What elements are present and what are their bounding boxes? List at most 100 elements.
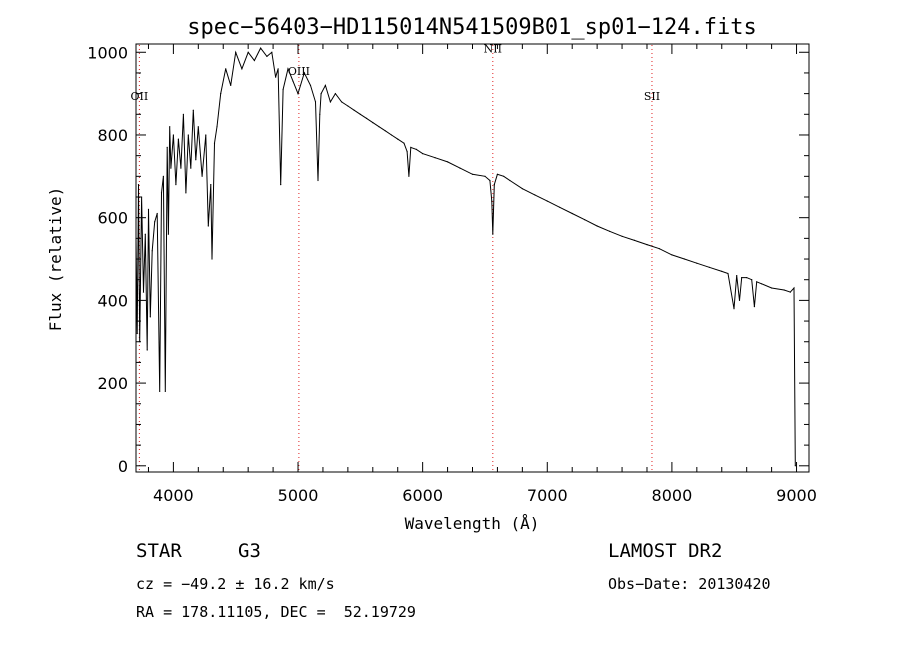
spectrum-point [141, 196, 143, 198]
spectrum-point [297, 93, 299, 95]
spectrum-point [271, 51, 273, 53]
spectrum-point [287, 68, 289, 70]
chart-title: spec−56403−HD115014N541509B01_sp01−124.f… [187, 15, 757, 40]
spectrum-point [696, 262, 698, 264]
y-tick-label: 200 [97, 374, 128, 393]
redshift-cz: cz = −49.2 ± 16.2 km/s [136, 575, 335, 593]
spectrum-point [793, 287, 795, 289]
spectrum-point [275, 76, 277, 78]
spectrum-point [247, 51, 249, 53]
spectrum-point [211, 258, 213, 260]
spectrum-point [210, 184, 212, 186]
spectrum-point [147, 208, 150, 210]
spectrum-point [146, 349, 148, 351]
spectrum-point [621, 235, 623, 237]
spectrum-point [303, 72, 305, 74]
spectrum-point [783, 289, 785, 291]
spectrum-point [761, 283, 763, 285]
emission-line-label: SII [644, 90, 660, 103]
plot-frame [135, 43, 810, 473]
spectrum-point [144, 233, 146, 235]
spectrum-point [329, 101, 331, 103]
spectrum-point [170, 167, 172, 169]
spectrum-point [190, 167, 192, 169]
spectrum-point [136, 332, 138, 335]
spectrum-point [459, 167, 461, 169]
spectrum-point [378, 126, 380, 128]
spectrum-point [503, 175, 505, 177]
y-tick-label: 400 [97, 291, 128, 310]
emission-line-label: OIII [288, 65, 310, 78]
spectrum-point [372, 122, 374, 124]
spectrum-point [646, 244, 648, 246]
ra-dec-coordinates: RA = 178.11105, DEC = 52.19729 [136, 603, 416, 621]
spectrum-point [207, 225, 209, 227]
spectrum-point [149, 316, 151, 318]
spectrum-point [317, 179, 319, 182]
y-axis-label: Flux (relative) [46, 187, 65, 332]
spectrum-point [756, 281, 758, 283]
spectrum-point [403, 142, 405, 144]
spectrum-point [241, 68, 243, 70]
spectrum-point [160, 192, 163, 194]
spectrum-point [347, 105, 349, 107]
spectrum-point [727, 272, 729, 275]
spectrum-point [746, 277, 748, 279]
spectrum-point [771, 287, 773, 289]
object-subclass: G3 [238, 540, 261, 562]
survey-name: LAMOST DR2 [608, 540, 723, 562]
axis-ticks: 4000 5000 6000 7000 8000 9000 0 200 400 600 800 100… [87, 43, 817, 505]
spectrum-point [789, 291, 791, 293]
spectrum-point [751, 279, 753, 281]
spectrum-point [341, 101, 343, 103]
spectrum-point [159, 390, 161, 392]
spectrum-point [266, 55, 268, 58]
spectrum-point [220, 93, 222, 95]
spectrum-point [683, 258, 686, 260]
spectrum-point [135, 237, 137, 239]
spectrum-point [195, 159, 197, 161]
spectrum-point [484, 175, 486, 177]
spectrum-point [546, 200, 548, 202]
spectrum-point [139, 341, 141, 343]
x-tick-label: 4000 [153, 486, 194, 505]
y-tick-label: 800 [97, 126, 128, 145]
spectrum-point [493, 184, 495, 186]
spectrum-point [471, 173, 474, 175]
spectrum-point [192, 109, 194, 111]
spectrum-point [314, 101, 317, 103]
y-tick-label: 600 [97, 209, 128, 228]
spectrum-point [489, 179, 491, 182]
spectrum-point [633, 239, 636, 241]
spectrum-point [277, 68, 279, 70]
emission-line-label: NII [484, 42, 502, 55]
spectrum-point [559, 206, 561, 208]
spectrum-point [708, 266, 710, 268]
spectrum-point [571, 212, 573, 215]
observation-date: Obs−Date: 20130420 [608, 575, 771, 593]
spectrum-point [509, 179, 511, 182]
spectrum-point [235, 51, 237, 53]
spectrum-point [596, 225, 598, 227]
spectrum-point [741, 277, 743, 279]
spectrum-point [172, 134, 174, 136]
x-tick-label: 7000 [527, 486, 568, 505]
x-axis-label: Wavelength (Å) [405, 514, 540, 533]
spectrum-point [180, 167, 182, 169]
spectrum-point [280, 184, 282, 186]
spectrum-point [408, 175, 410, 177]
spectrum-point [253, 59, 255, 62]
spectrum-point [282, 88, 284, 91]
spectrum-point [733, 308, 735, 310]
spectrum-point [584, 219, 586, 221]
spectrum-series [135, 47, 796, 467]
x-tick-label: 9000 [776, 486, 817, 505]
spectrum-point [410, 146, 412, 148]
spectrum-point [353, 109, 355, 111]
spectrum-point [324, 84, 326, 86]
spectrum-point [167, 233, 169, 235]
spectrum-point [216, 126, 218, 128]
spectrum-point [201, 175, 203, 177]
x-tick-label: 5000 [278, 486, 319, 505]
